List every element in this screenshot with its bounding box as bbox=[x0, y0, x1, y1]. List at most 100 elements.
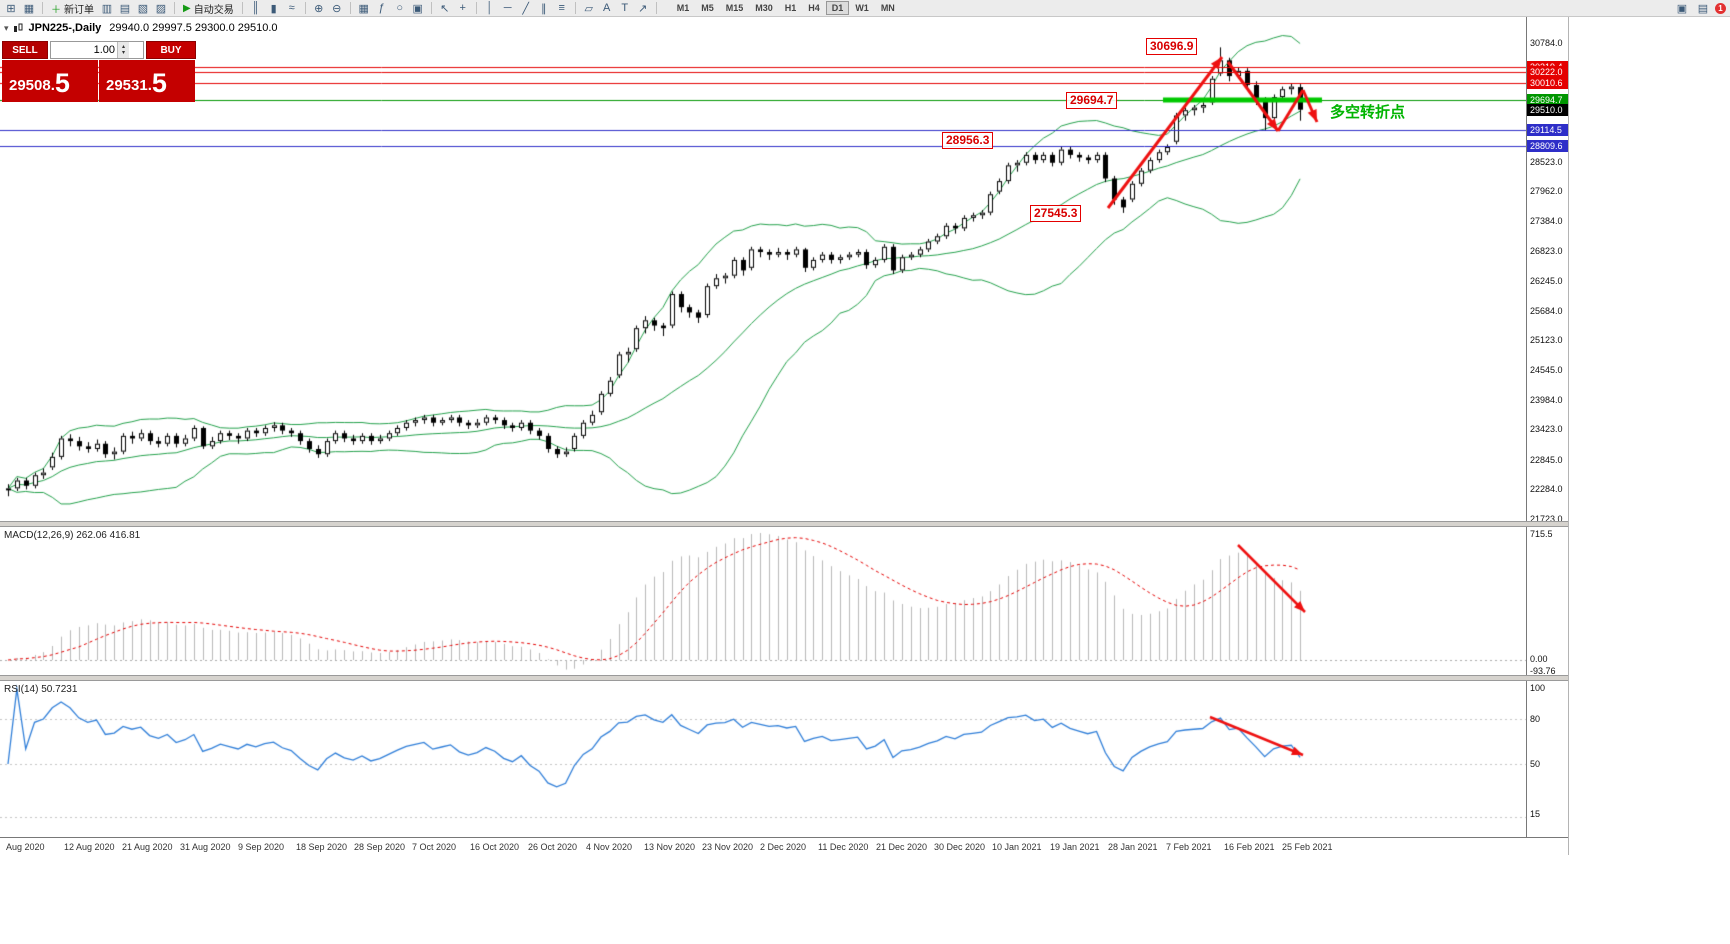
autotrading-button[interactable]: ▶ 自动交易 bbox=[179, 1, 238, 16]
main-chart-canvas[interactable] bbox=[0, 17, 1526, 521]
buy-button[interactable]: BUY bbox=[146, 41, 196, 59]
timeframe-m15-button[interactable]: M15 bbox=[720, 1, 750, 15]
timeframe-m5-button[interactable]: M5 bbox=[695, 1, 720, 15]
date-label: 18 Sep 2020 bbox=[296, 842, 348, 852]
volume-spinner: ▴ ▾ bbox=[117, 42, 129, 58]
cursor-icon[interactable]: ↖ bbox=[436, 1, 454, 16]
date-label: 19 Jan 2021 bbox=[1050, 842, 1100, 852]
volume-input[interactable] bbox=[51, 42, 117, 58]
rsi-pane-canvas[interactable] bbox=[0, 681, 1526, 837]
autotrading-icon: ▶ bbox=[183, 2, 191, 14]
date-label: 21 Aug 2020 bbox=[122, 842, 173, 852]
notification-badge[interactable]: 1 bbox=[1715, 3, 1726, 14]
price-axis-label: 22845.0 bbox=[1530, 454, 1563, 465]
volume-down-button[interactable]: ▾ bbox=[121, 50, 125, 56]
crosshair-icon[interactable]: + bbox=[454, 1, 472, 16]
shapes-icon[interactable]: ▱ bbox=[580, 1, 598, 16]
pane-divider[interactable] bbox=[0, 675, 1568, 681]
community-icon[interactable]: ▣ bbox=[1673, 1, 1691, 16]
line-chart-icon[interactable]: ≈ bbox=[283, 1, 301, 16]
candlestick-chart-icon[interactable]: ▮ bbox=[265, 1, 283, 16]
data-window-icon[interactable]: ▤ bbox=[116, 1, 134, 16]
timeframe-w1-button[interactable]: W1 bbox=[849, 1, 875, 15]
price-axis-label: 26245.0 bbox=[1530, 276, 1563, 287]
alerts-icon[interactable]: ▤ bbox=[1694, 1, 1712, 16]
timeframe-h4-button[interactable]: H4 bbox=[802, 1, 826, 15]
toolbar-separator bbox=[174, 2, 175, 14]
annotation-support-price[interactable]: 28956.3 bbox=[942, 132, 994, 149]
date-label: Aug 2020 bbox=[6, 842, 45, 852]
tile-windows-icon[interactable]: ▦ bbox=[355, 1, 373, 16]
arrows-tool-icon[interactable]: ↗ bbox=[634, 1, 652, 16]
date-label: 4 Nov 2020 bbox=[586, 842, 633, 852]
horizontal-line-icon[interactable]: ─ bbox=[499, 1, 517, 16]
new-chart-icon[interactable]: ⊞ bbox=[2, 1, 20, 16]
toolbar-separator bbox=[241, 2, 243, 14]
timeframe-mn-button[interactable]: MN bbox=[875, 1, 901, 15]
annotation-pivot-price[interactable]: 29694.7 bbox=[1066, 92, 1118, 109]
zoom-out-icon[interactable]: ⊖ bbox=[328, 1, 346, 16]
rsi-indicator-label: RSI(14) 50.7231 bbox=[4, 684, 78, 695]
buy-price[interactable]: 29531. 5 bbox=[99, 60, 195, 102]
date-label: 11 Dec 2020 bbox=[818, 842, 869, 852]
fibonacci-icon[interactable]: ≡ bbox=[553, 1, 571, 16]
periods-icon[interactable]: ○ bbox=[391, 1, 409, 16]
date-label: 26 Oct 2020 bbox=[528, 842, 578, 852]
pane-divider[interactable] bbox=[0, 521, 1568, 527]
date-label: 10 Jan 2021 bbox=[992, 842, 1042, 852]
date-label: 25 Feb 2021 bbox=[1282, 842, 1333, 852]
new-order-button[interactable]: ＋新订单 bbox=[47, 1, 98, 16]
buy-price-pip: 5 bbox=[151, 68, 167, 98]
price-axis-label: 25684.0 bbox=[1530, 305, 1563, 316]
macd-axis[interactable]: 715.5 0.00 -93.76 bbox=[1526, 527, 1568, 676]
date-axis[interactable]: Aug 2020 12 Aug 2020 21 Aug 2020 31 Aug 202… bbox=[0, 837, 1568, 856]
navigator-icon[interactable]: ▧ bbox=[134, 1, 152, 16]
rsi-axis[interactable]: 100 80 50 15 bbox=[1526, 681, 1568, 837]
date-label: 12 Aug 2020 bbox=[64, 842, 115, 852]
date-label: 9 Sep 2020 bbox=[238, 842, 285, 852]
sell-button[interactable]: SELL bbox=[2, 41, 48, 59]
toolbar-separator bbox=[475, 2, 477, 14]
chart-profiles-icon[interactable]: ▦ bbox=[20, 1, 38, 16]
market-watch-icon[interactable]: ▥ bbox=[98, 1, 116, 16]
rsi-scale-label: 100 bbox=[1530, 683, 1546, 693]
terminal-icon[interactable]: ▨ bbox=[152, 1, 170, 16]
date-label: 2 Dec 2020 bbox=[760, 842, 807, 852]
annotation-pivot-text[interactable]: 多空转折点 bbox=[1330, 104, 1406, 121]
price-tag: 30222.0 bbox=[1527, 66, 1568, 79]
sell-price[interactable]: 29508. 5 bbox=[2, 60, 98, 102]
annotation-peak-price[interactable]: 30696.9 bbox=[1146, 38, 1198, 55]
macd-pane-canvas[interactable] bbox=[0, 527, 1526, 675]
equidistant-channel-icon[interactable]: ∥ bbox=[535, 1, 553, 16]
annotation-low-price[interactable]: 27545.3 bbox=[1030, 205, 1082, 222]
date-label: 28 Sep 2020 bbox=[354, 842, 406, 852]
new-order-icon: ＋ bbox=[51, 4, 61, 16]
toolbar-separator bbox=[349, 2, 351, 14]
volume-field: ▴ ▾ bbox=[50, 41, 144, 59]
vertical-line-icon[interactable]: │ bbox=[481, 1, 499, 16]
toolbar-separator bbox=[655, 2, 657, 14]
indicators-icon[interactable]: ƒ bbox=[373, 1, 391, 16]
macd-scale-label: 0.00 bbox=[1530, 654, 1548, 664]
timeframe-d1-button[interactable]: D1 bbox=[825, 1, 850, 15]
price-tag: 28809.6 bbox=[1527, 140, 1568, 153]
price-axis-label: 22284.0 bbox=[1530, 484, 1563, 495]
price-axis[interactable]: 30784.0 28523.0 27962.0 27384.0 26823.0 26245… bbox=[1526, 17, 1568, 524]
volume-up-button[interactable]: ▴ bbox=[121, 44, 125, 50]
bar-chart-icon[interactable]: ║ bbox=[247, 1, 265, 16]
zoom-in-icon[interactable]: ⊕ bbox=[310, 1, 328, 16]
price-axis-label: 27962.0 bbox=[1530, 186, 1563, 196]
trade-panel-controls: SELL ▴ ▾ BUY bbox=[2, 41, 196, 59]
timeframe-toolbar: M1 M5 M15 M30 H1 H4 D1 W1 MN bbox=[671, 1, 901, 15]
label-icon[interactable]: T bbox=[616, 1, 634, 16]
date-label: 7 Feb 2021 bbox=[1166, 842, 1212, 852]
timeframe-m30-button[interactable]: M30 bbox=[749, 1, 779, 15]
chart-header: ▾ JPN225-,Daily 29940.0 29997.5 29300.0 … bbox=[4, 22, 278, 34]
one-click-panel-toggle[interactable]: ▾ bbox=[4, 22, 9, 33]
trendline-icon[interactable]: ╱ bbox=[517, 1, 535, 16]
timeframe-h1-button[interactable]: H1 bbox=[779, 1, 803, 15]
chart-icon bbox=[13, 23, 23, 32]
templates-icon[interactable]: ▣ bbox=[409, 1, 427, 16]
text-icon[interactable]: A bbox=[598, 1, 616, 16]
timeframe-m1-button[interactable]: M1 bbox=[671, 1, 696, 15]
